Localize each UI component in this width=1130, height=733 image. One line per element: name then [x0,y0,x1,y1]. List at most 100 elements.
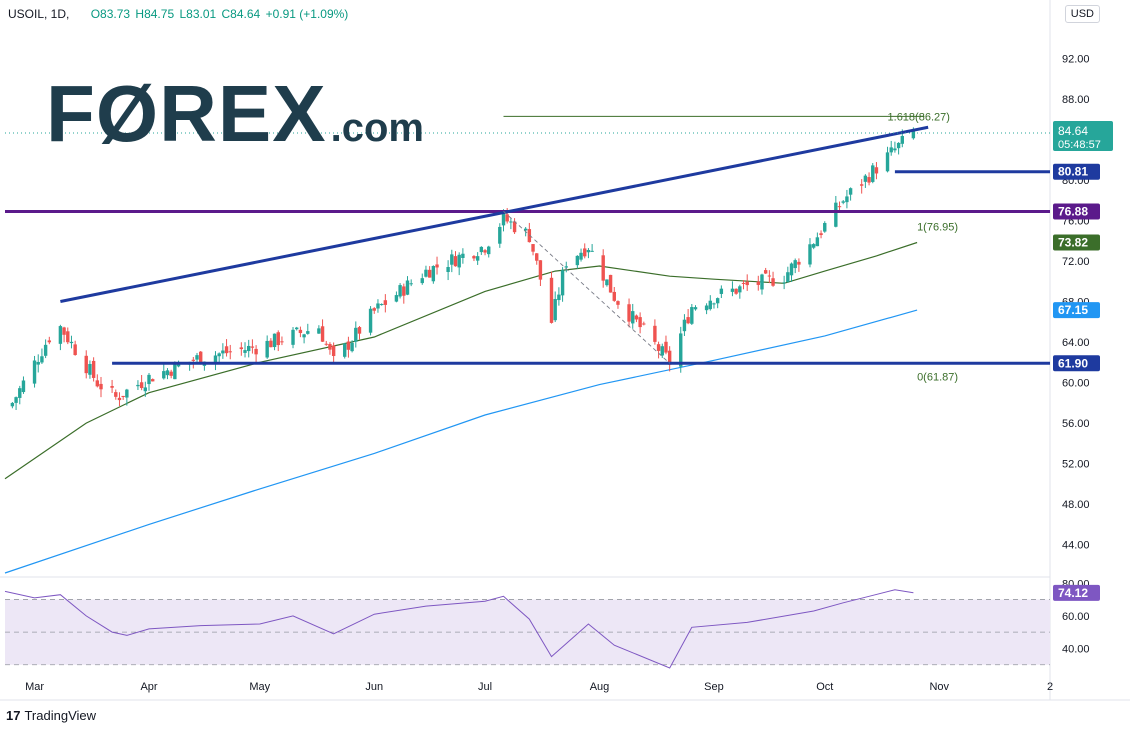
candle-body [272,333,277,348]
candle-body [896,142,901,149]
candle-body [295,327,299,330]
candle-body [771,278,775,286]
y-tick-label: 52.00 [1062,459,1090,471]
price-label-text: 76.88 [1058,205,1088,219]
candle-body [461,253,465,259]
candle-body [58,326,63,344]
candle-body [631,311,635,324]
fib-0-label: 0(61.87) [917,371,958,383]
candle-body [99,383,103,390]
candle-body [549,277,554,323]
candle-body [21,380,26,393]
candle-body [298,329,303,334]
open-value: O83.73 [90,7,131,21]
price-label-text: 61.90 [1058,356,1088,370]
candle-body [409,283,413,285]
logo-main: FØREX [46,69,327,158]
candle-body [505,214,509,222]
candle-body [712,303,716,305]
candle-body [394,295,399,302]
countdown-text: 05:48:57 [1058,139,1101,151]
candle-body [612,291,616,301]
candle-body [475,256,480,261]
candle-body [479,246,484,253]
candle-body [354,327,358,342]
candle-body [435,264,439,268]
tradingview-icon: 17 [6,708,21,723]
candle-body [139,382,144,389]
candle-body [254,348,258,355]
candle-body [667,350,672,365]
candle-body [224,346,229,354]
logo-suffix: .com [330,106,424,150]
rsi-tick-label: 60.00 [1062,611,1090,623]
candle-body [483,250,487,253]
candle-body [763,270,768,274]
forex-logo: FØREX .com [46,68,424,160]
candle-body [450,254,454,265]
candle-body [590,250,594,252]
candle-body [173,362,177,380]
y-tick-label: 64.00 [1062,337,1090,349]
candle-body [95,380,100,387]
candle-body [874,167,879,174]
candle-body [911,130,916,139]
candle-body [446,267,450,272]
candle-body [147,374,151,385]
candle-body [660,346,664,356]
candle-body [280,341,284,343]
candle-body [730,288,735,292]
candle-body [653,325,657,342]
candle-body [121,395,125,398]
candle-body [487,246,491,255]
candle-body [343,343,347,357]
candle-body [239,347,244,350]
candle-body [523,228,528,231]
candle-body [767,275,772,277]
candle-body [110,386,114,388]
candle-body [427,269,432,278]
candle-body [608,274,613,293]
candle-body [328,344,332,350]
candle-body [834,202,838,227]
candle-body [151,379,155,382]
candle-body [320,326,325,342]
symbol-label: USOIL, 1D, [8,7,70,21]
y-tick-label: 88.00 [1062,94,1090,106]
candle-body [782,282,786,284]
candle-body [642,323,646,325]
candle-body [601,255,605,281]
candle-body [269,340,273,348]
candle-body [346,341,351,350]
candle-body [43,344,48,356]
candle-body [638,317,642,328]
x-tick-label: 2 [1047,681,1053,693]
candle-body [738,286,742,293]
candle-body [250,346,255,348]
currency-button[interactable]: USD [1064,5,1100,23]
candle-body [841,201,845,203]
candle-body [579,252,583,260]
candle-body [498,226,502,244]
price-label-badge [1053,163,1100,180]
candle-body [837,206,842,208]
candle-body [372,308,376,311]
price-label-text: 73.82 [1058,236,1088,250]
rsi-value-badge [1053,584,1100,601]
candle-body [324,343,328,345]
candle-body [221,350,225,354]
candle-body [734,288,738,294]
candle-body [793,260,797,269]
candle-body [405,280,410,295]
tradingview-label: TradingView [24,708,97,723]
price-label-badge [1053,234,1100,251]
candle-body [557,294,561,301]
tradingview-footer[interactable]: 17 TradingView [6,708,96,723]
candle-body [819,233,823,236]
x-tick-label: Aug [590,681,610,693]
candle-body [317,328,321,334]
price-label-badge [1053,302,1100,319]
last-price-text: 84.64 [1058,124,1088,138]
candle-body [136,384,140,387]
